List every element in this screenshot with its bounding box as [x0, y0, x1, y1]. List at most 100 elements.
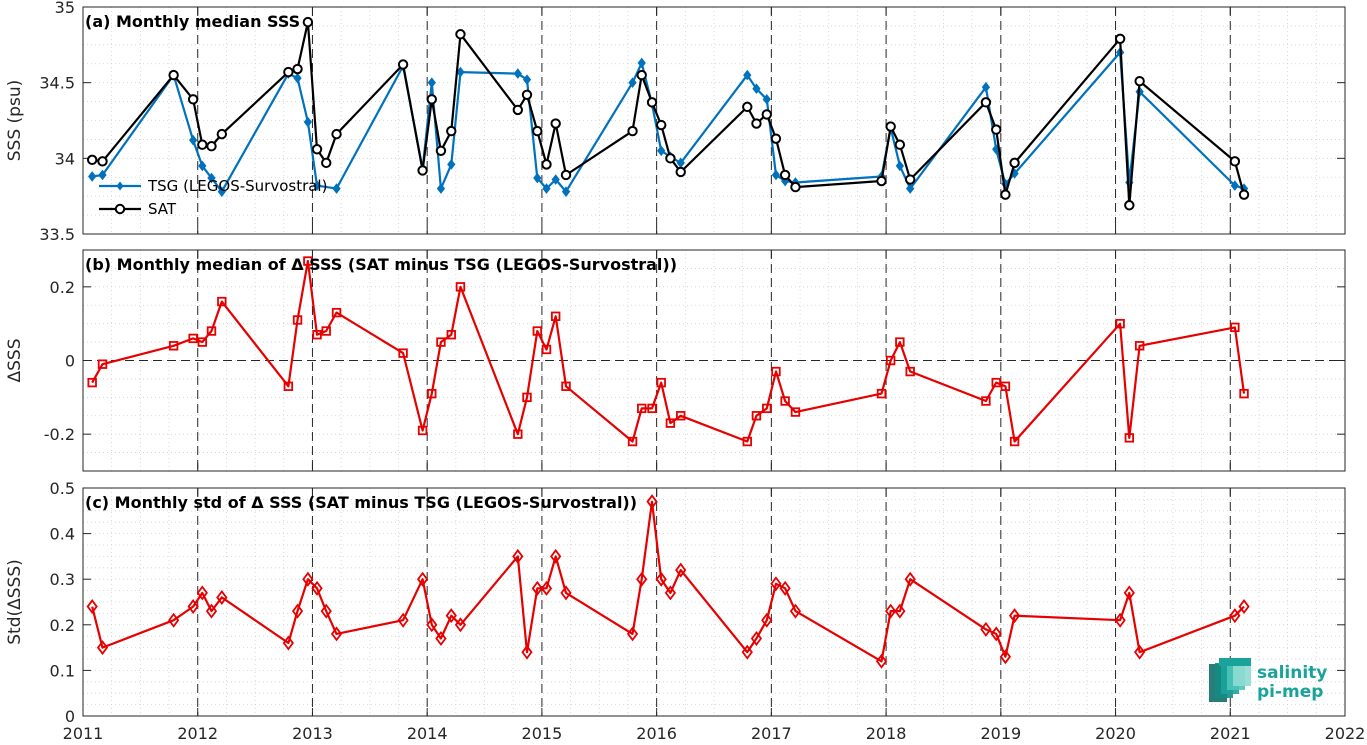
data-point — [626, 626, 639, 642]
data-point — [86, 154, 98, 166]
data-point — [981, 396, 991, 406]
data-point — [542, 183, 551, 194]
x-tick-label: 2018 — [866, 724, 907, 743]
data-point — [533, 172, 542, 184]
data-point — [647, 403, 657, 414]
data-point — [980, 97, 992, 108]
data-point — [762, 93, 771, 105]
data-point — [664, 585, 677, 601]
data-point — [198, 160, 207, 172]
data-point — [513, 429, 523, 439]
data-point — [770, 133, 782, 144]
legend: TSG (LEGOS-Survostral) SAT — [99, 177, 327, 218]
data-point — [991, 124, 1002, 135]
data-point — [532, 125, 543, 137]
y-tick-label: 35 — [55, 0, 75, 17]
data-point — [1134, 341, 1145, 351]
logo-line1: salinity — [1257, 663, 1327, 683]
series-line — [91, 500, 1245, 663]
data-point — [216, 128, 228, 140]
data-point — [197, 139, 208, 150]
data-point — [876, 175, 887, 187]
data-point — [541, 159, 552, 170]
data-point — [771, 366, 781, 377]
data-point — [447, 159, 456, 170]
data-point — [1229, 156, 1241, 167]
data-point — [762, 403, 772, 414]
data-point — [293, 72, 302, 84]
data-point — [790, 181, 801, 193]
data-point — [636, 571, 648, 587]
data-point — [646, 494, 658, 510]
data-point — [665, 418, 676, 428]
data-point — [885, 355, 896, 366]
data-point — [426, 617, 438, 633]
data-point — [207, 172, 216, 184]
axes-box — [82, 487, 1346, 717]
data-point — [751, 411, 762, 421]
x-tick-label: 2016 — [636, 724, 677, 743]
data-point — [657, 145, 666, 157]
data-point — [665, 153, 676, 164]
data-point — [991, 377, 1001, 388]
x-tick-label: 2022 — [1325, 724, 1366, 743]
legend-marker — [116, 181, 124, 191]
data-point — [1229, 608, 1241, 624]
data-point — [636, 69, 647, 81]
data-point — [417, 165, 428, 176]
data-point — [168, 341, 179, 351]
data-point — [742, 101, 753, 113]
data-point — [790, 407, 801, 417]
data-point — [283, 66, 294, 78]
legend-marker — [114, 203, 126, 215]
data-point — [1115, 318, 1125, 329]
data-point — [196, 585, 208, 601]
data-point — [283, 381, 294, 391]
series-1 — [86, 494, 1250, 669]
data-point — [303, 116, 312, 128]
data-point — [628, 77, 637, 88]
x-tick-label: 2020 — [1095, 724, 1136, 743]
y-tick-label: -0.2 — [44, 425, 75, 444]
data-point — [742, 436, 752, 447]
data-point — [875, 653, 888, 669]
data-point — [455, 282, 466, 292]
logo-wave-icon — [1219, 658, 1251, 666]
x-tick-label: 2019 — [980, 724, 1021, 743]
data-point — [780, 396, 790, 406]
data-point — [541, 344, 552, 355]
data-point — [561, 186, 571, 197]
data-point — [302, 571, 314, 587]
data-point — [1230, 322, 1240, 333]
data-point — [646, 97, 658, 108]
y-tick-label: 0.2 — [50, 616, 75, 635]
data-point — [1009, 436, 1020, 447]
data-point — [876, 388, 887, 399]
data-point — [455, 29, 466, 40]
data-point — [675, 166, 686, 178]
data-point — [522, 74, 532, 85]
data-point — [331, 128, 342, 140]
y-tick-label: 0.5 — [50, 479, 75, 498]
legend-label: TSG (LEGOS-Survostral) — [147, 177, 327, 195]
year-lines — [197, 250, 1231, 471]
data-point — [627, 125, 638, 137]
data-point — [292, 63, 303, 75]
plot-area — [83, 488, 1345, 716]
data-point — [97, 359, 108, 369]
panel-title: (c) Monthly std of Δ SSS (SAT minus TSG … — [85, 493, 637, 512]
data-point — [656, 377, 666, 388]
data-point — [522, 392, 532, 403]
data-point — [1008, 608, 1021, 624]
data-point — [320, 603, 332, 619]
data-point — [895, 160, 904, 172]
data-point — [197, 337, 208, 347]
data-point — [990, 626, 1002, 642]
data-point — [1114, 612, 1126, 628]
data-point — [187, 599, 199, 615]
data-point — [189, 134, 198, 146]
y-tick-label: 0.4 — [50, 525, 75, 544]
data-point — [398, 348, 408, 358]
data-point — [397, 612, 409, 628]
data-point — [98, 169, 107, 181]
